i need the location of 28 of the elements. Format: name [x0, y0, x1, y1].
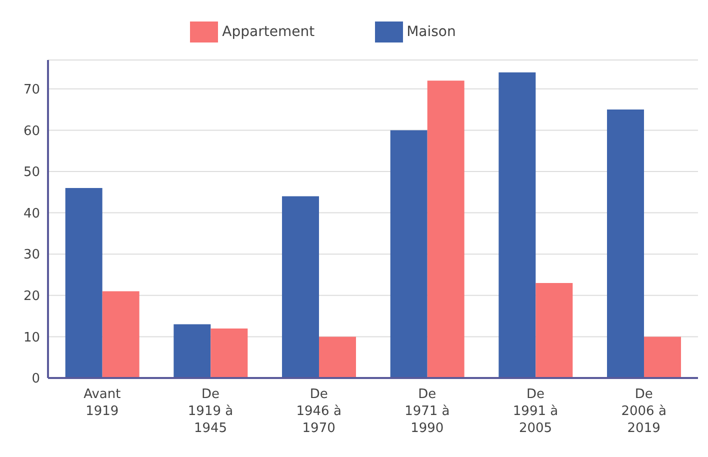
bar [210, 328, 248, 378]
bar [65, 188, 102, 378]
legend-label: Maison [406, 24, 456, 40]
bar [174, 324, 211, 378]
y-tick-label: 70 [23, 82, 40, 98]
bar [644, 336, 681, 378]
legend-label: Appartement [222, 24, 315, 40]
y-tick-label: 30 [23, 248, 40, 263]
bar [102, 291, 140, 378]
y-tick-label: 50 [23, 165, 40, 180]
x-tick-label: Avant 1919 [84, 387, 121, 419]
y-tick-label: 20 [23, 289, 40, 304]
x-tick-label: De 2006 à 2019 [621, 387, 666, 436]
y-tick-label: 60 [23, 124, 40, 139]
x-tick-label: De 1946 à 1970 [296, 387, 342, 436]
bar [536, 283, 573, 378]
x-tick-label: De 1919 à 1945 [188, 387, 234, 436]
y-tick-label: 0 [32, 372, 40, 387]
bar [498, 72, 536, 378]
bar [427, 80, 464, 378]
y-tick-label: 40 [23, 206, 40, 222]
bar [282, 196, 319, 378]
bar [319, 336, 356, 378]
x-tick-label: De 1991 à 2005 [512, 387, 558, 436]
x-tick-label: De 1971 à 1990 [404, 387, 450, 436]
bar [607, 110, 644, 378]
y-tick-label: 10 [23, 330, 40, 346]
bar [390, 130, 428, 378]
